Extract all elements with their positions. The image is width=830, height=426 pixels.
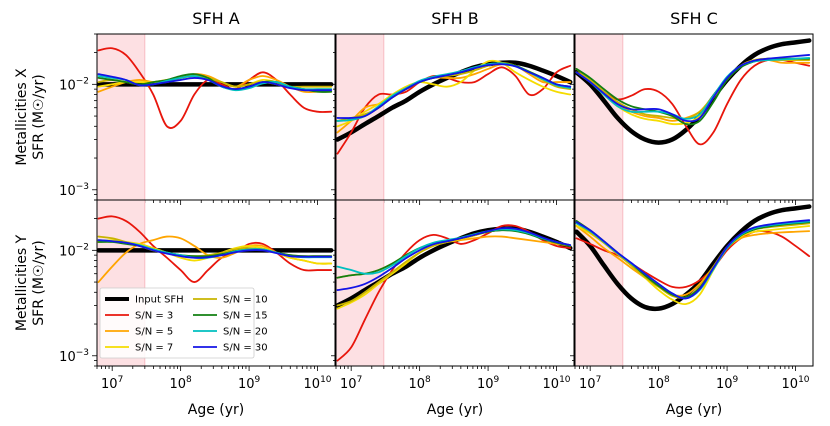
column-title: SFH C (670, 9, 718, 28)
series-line-s-n-30 (575, 219, 811, 300)
series-line-s-n-7 (336, 59, 572, 128)
x-tick-label: 108 (647, 375, 670, 392)
legend-label: S/N = 3 (135, 311, 173, 322)
series-line-s-n-30 (336, 227, 572, 291)
legend-entry: S/N = 15 (193, 311, 268, 322)
x-tick-label: 107 (101, 375, 123, 392)
x-tick-label: 109 (477, 375, 500, 392)
legend-label: S/N = 15 (223, 311, 268, 322)
y-tick-label: 10−3 (59, 182, 89, 199)
series-line-s-n-30 (336, 63, 572, 119)
legend-label: S/N = 30 (223, 343, 268, 354)
series-line-s-n-20 (575, 57, 811, 120)
legend-entry: S/N = 30 (193, 343, 268, 354)
x-tick-label: 108 (169, 375, 192, 392)
row-label: Metallicities YSFR (M☉/yr) (14, 234, 47, 331)
legend-label: S/N = 20 (223, 327, 268, 338)
legend-entry: S/N = 20 (193, 327, 268, 338)
shaded-region (97, 34, 146, 200)
x-tick-label: 109 (716, 375, 739, 392)
legend-entry: S/N = 5 (105, 327, 173, 338)
y-tick-label: 10−2 (59, 242, 89, 259)
y-tick-label: 10−3 (59, 348, 89, 365)
series-line-input-sfh (575, 204, 812, 312)
column-title: SFH A (192, 9, 239, 28)
row-label: Metallicities XSFR (M☉/yr) (14, 68, 47, 166)
panel-0-2 (570, 33, 814, 205)
series-line-s-n-3 (97, 215, 333, 283)
panel-0-0: 10−2 10−3 (59, 33, 336, 205)
series-line-s-n-5 (575, 225, 811, 297)
series-line-s-n-3 (97, 47, 333, 129)
x-tick-label: 109 (238, 375, 261, 392)
panel-1-2: 107 108 109 1010 (570, 199, 814, 392)
x-tick-label: 108 (408, 375, 431, 392)
panel-frame (96, 199, 336, 367)
panel-1-1: 107 108 109 1010 (331, 199, 575, 392)
legend-entry: S/N = 10 (193, 295, 268, 306)
x-tick-label: 107 (579, 375, 601, 392)
series-line-s-n-30 (575, 54, 811, 123)
panel-0-1 (331, 33, 575, 205)
y-tick-label: 10−2 (59, 76, 89, 93)
series-line-s-n-30 (97, 239, 333, 259)
legend-label: S/N = 10 (223, 295, 268, 306)
legend-label: S/N = 7 (135, 343, 173, 354)
x-tick-label: 1010 (782, 375, 810, 392)
legend-label: S/N = 5 (135, 327, 173, 338)
panel-frame (335, 199, 575, 367)
x-tick-label: 1010 (543, 375, 571, 392)
series-line-s-n-3 (575, 230, 811, 289)
x-axis-label: Age (yr) (188, 402, 245, 418)
column-title: SFH B (431, 9, 478, 28)
x-axis-label: Age (yr) (666, 402, 723, 418)
legend-box (99, 287, 255, 359)
x-tick-label: 1010 (304, 375, 332, 392)
series-line-s-n-30 (97, 73, 333, 92)
legend-entry: S/N = 7 (105, 343, 173, 354)
x-axis-label: Age (yr) (427, 402, 484, 418)
legend-label: Input SFH (135, 295, 184, 306)
labels-layer: SFH A SFH B SFH C Age (yr) Age (yr) Age (yr) M… (14, 9, 722, 418)
panel-frame (574, 199, 814, 367)
series-line-s-n-3 (336, 64, 572, 155)
legend: Input SFH S/N = 3 S/N = 5 S/N = 7 S/N = 10 S/… (99, 287, 268, 359)
legend-entry: S/N = 3 (105, 311, 173, 322)
x-tick-label: 107 (340, 375, 362, 392)
legend-entry: Input SFH (105, 295, 184, 306)
